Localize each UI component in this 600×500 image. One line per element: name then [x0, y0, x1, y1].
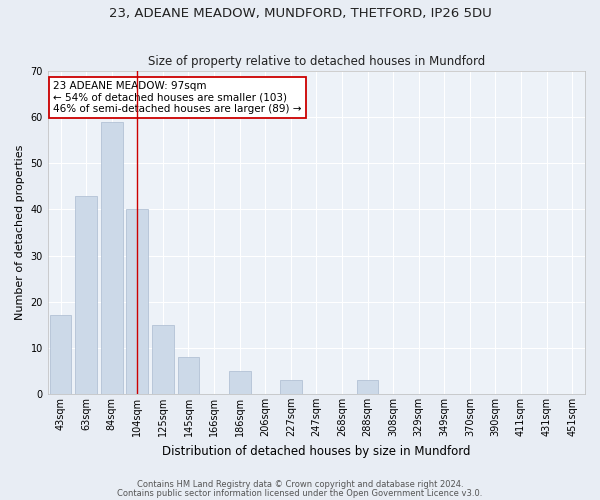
Bar	[127, 210, 148, 394]
Text: 23 ADEANE MEADOW: 97sqm
← 54% of detached houses are smaller (103)
46% of semi-d: 23 ADEANE MEADOW: 97sqm ← 54% of detache…	[53, 80, 302, 114]
Bar	[356, 380, 379, 394]
Bar	[152, 324, 174, 394]
Bar	[178, 357, 199, 394]
Text: 23, ADEANE MEADOW, MUNDFORD, THETFORD, IP26 5DU: 23, ADEANE MEADOW, MUNDFORD, THETFORD, I…	[109, 8, 491, 20]
Y-axis label: Number of detached properties: Number of detached properties	[15, 145, 25, 320]
X-axis label: Distribution of detached houses by size in Mundford: Distribution of detached houses by size …	[162, 444, 470, 458]
Text: Contains HM Land Registry data © Crown copyright and database right 2024.: Contains HM Land Registry data © Crown c…	[137, 480, 463, 489]
Bar	[50, 316, 71, 394]
Bar	[75, 196, 97, 394]
Bar	[280, 380, 302, 394]
Bar	[101, 122, 122, 394]
Bar	[229, 371, 251, 394]
Text: Contains public sector information licensed under the Open Government Licence v3: Contains public sector information licen…	[118, 489, 482, 498]
Title: Size of property relative to detached houses in Mundford: Size of property relative to detached ho…	[148, 56, 485, 68]
